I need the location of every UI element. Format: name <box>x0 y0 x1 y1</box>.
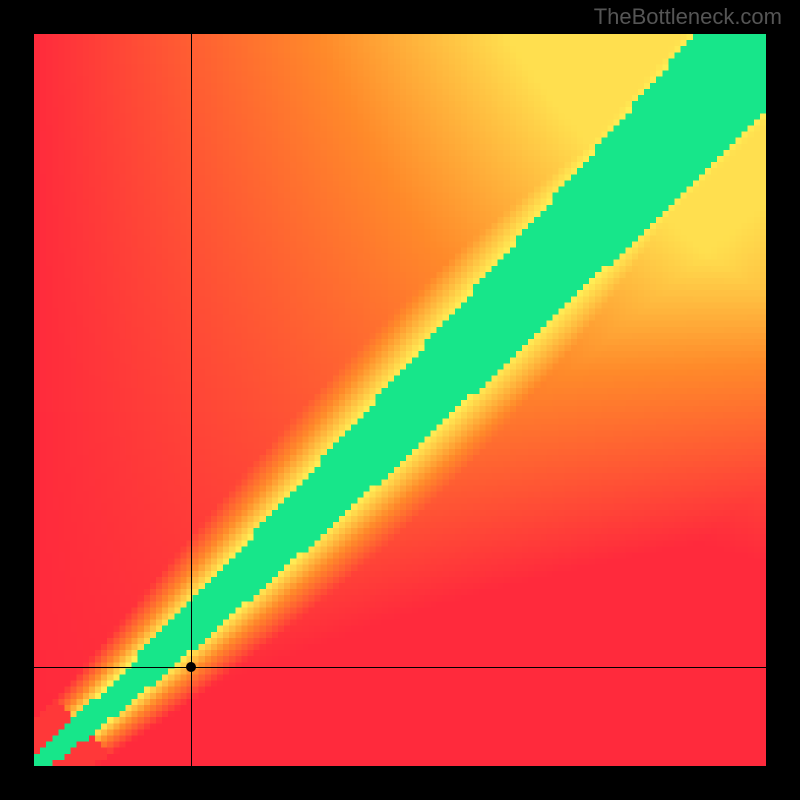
crosshair-horizontal <box>34 667 766 668</box>
attribution-label: TheBottleneck.com <box>594 4 782 30</box>
selection-marker <box>186 662 196 672</box>
crosshair-vertical <box>191 34 192 766</box>
bottleneck-heatmap <box>34 34 766 766</box>
